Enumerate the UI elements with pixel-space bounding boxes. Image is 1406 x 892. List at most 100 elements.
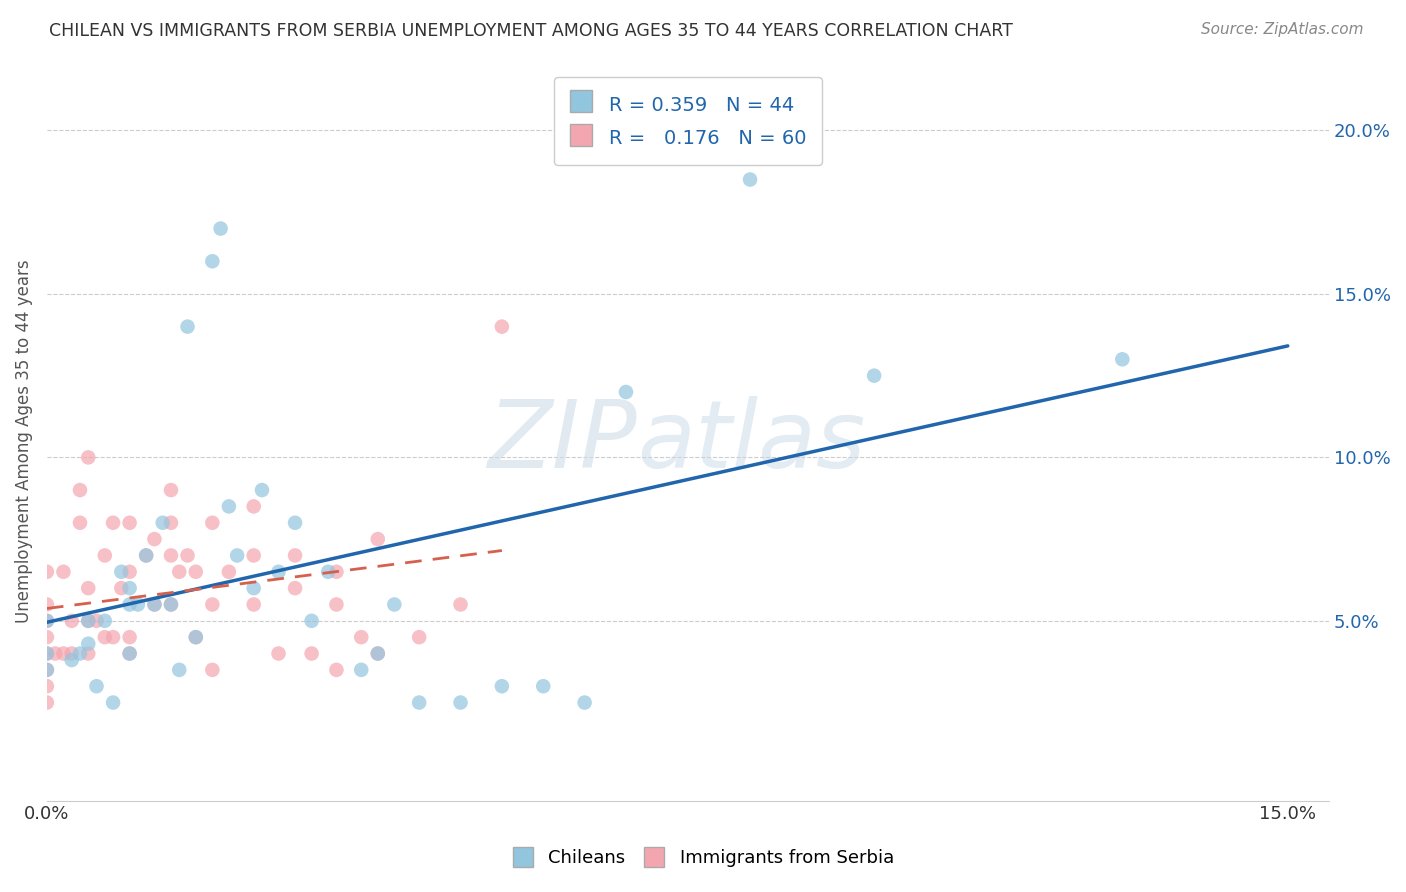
Point: [77, 614, 100, 628]
Point: [1111, 352, 1133, 367]
Point: [184, 565, 207, 579]
Point: [152, 516, 174, 530]
Point: [160, 549, 183, 563]
Point: [69, 516, 91, 530]
Point: [35, 598, 58, 612]
Point: [35, 663, 58, 677]
Point: [382, 598, 405, 612]
Point: [118, 565, 141, 579]
Point: [110, 565, 132, 579]
Point: [118, 516, 141, 530]
Legend: Chileans, Immigrants from Serbia: Chileans, Immigrants from Serbia: [505, 842, 901, 874]
Point: [301, 614, 323, 628]
Point: [77, 647, 100, 661]
Point: [94, 614, 117, 628]
Point: [167, 663, 190, 677]
Point: [69, 483, 91, 497]
Point: [94, 630, 117, 644]
Point: [77, 637, 100, 651]
Point: [450, 696, 472, 710]
Point: [118, 630, 141, 644]
Point: [201, 516, 224, 530]
Point: [94, 549, 117, 563]
Y-axis label: Unemployment Among Ages 35 to 44 years: Unemployment Among Ages 35 to 44 years: [15, 260, 32, 623]
Point: [118, 647, 141, 661]
Point: [86, 614, 108, 628]
Point: [77, 450, 100, 465]
Point: [531, 679, 554, 693]
Point: [284, 549, 307, 563]
Point: [574, 696, 596, 710]
Point: [160, 598, 183, 612]
Point: [118, 647, 141, 661]
Point: [77, 581, 100, 595]
Point: [450, 598, 472, 612]
Point: [491, 319, 513, 334]
Point: [60, 647, 83, 661]
Text: ZIP: ZIP: [486, 395, 637, 486]
Point: [325, 598, 347, 612]
Point: [184, 630, 207, 644]
Point: [127, 598, 149, 612]
Point: [267, 647, 290, 661]
Point: [367, 532, 389, 546]
Point: [367, 647, 389, 661]
Point: [176, 319, 198, 334]
Point: [242, 549, 264, 563]
Point: [35, 647, 58, 661]
Point: [350, 663, 373, 677]
Point: [325, 663, 347, 677]
Point: [101, 516, 124, 530]
Point: [143, 532, 166, 546]
Point: [218, 565, 240, 579]
Point: [135, 549, 157, 563]
Text: atlas: atlas: [637, 395, 865, 486]
Point: [86, 679, 108, 693]
Point: [52, 565, 75, 579]
Point: [201, 598, 224, 612]
Point: [301, 647, 323, 661]
Point: [35, 630, 58, 644]
Point: [209, 221, 232, 235]
Point: [160, 598, 183, 612]
Point: [35, 614, 58, 628]
Point: [350, 630, 373, 644]
Point: [160, 516, 183, 530]
Point: [218, 500, 240, 514]
Point: [101, 696, 124, 710]
Point: [60, 614, 83, 628]
Point: [863, 368, 886, 383]
Text: CHILEAN VS IMMIGRANTS FROM SERBIA UNEMPLOYMENT AMONG AGES 35 TO 44 YEARS CORRELA: CHILEAN VS IMMIGRANTS FROM SERBIA UNEMPL…: [49, 22, 1014, 40]
Point: [110, 581, 132, 595]
Point: [118, 581, 141, 595]
Point: [242, 598, 264, 612]
Point: [52, 647, 75, 661]
Point: [408, 696, 430, 710]
Point: [35, 565, 58, 579]
Point: [135, 549, 157, 563]
Point: [491, 679, 513, 693]
Point: [35, 696, 58, 710]
Point: [738, 172, 761, 186]
Point: [35, 663, 58, 677]
Legend: R = 0.359   N = 44, R =   0.176   N = 60: R = 0.359 N = 44, R = 0.176 N = 60: [554, 77, 821, 165]
Point: [167, 565, 190, 579]
Point: [184, 630, 207, 644]
Point: [242, 500, 264, 514]
Point: [325, 565, 347, 579]
Point: [101, 630, 124, 644]
Point: [160, 483, 183, 497]
Point: [316, 565, 339, 579]
Point: [77, 614, 100, 628]
Point: [614, 384, 637, 399]
Point: [118, 598, 141, 612]
Point: [35, 679, 58, 693]
Point: [284, 581, 307, 595]
Point: [367, 647, 389, 661]
Point: [44, 647, 66, 661]
Point: [284, 516, 307, 530]
Point: [267, 565, 290, 579]
Text: Source: ZipAtlas.com: Source: ZipAtlas.com: [1201, 22, 1364, 37]
Point: [250, 483, 273, 497]
Point: [69, 647, 91, 661]
